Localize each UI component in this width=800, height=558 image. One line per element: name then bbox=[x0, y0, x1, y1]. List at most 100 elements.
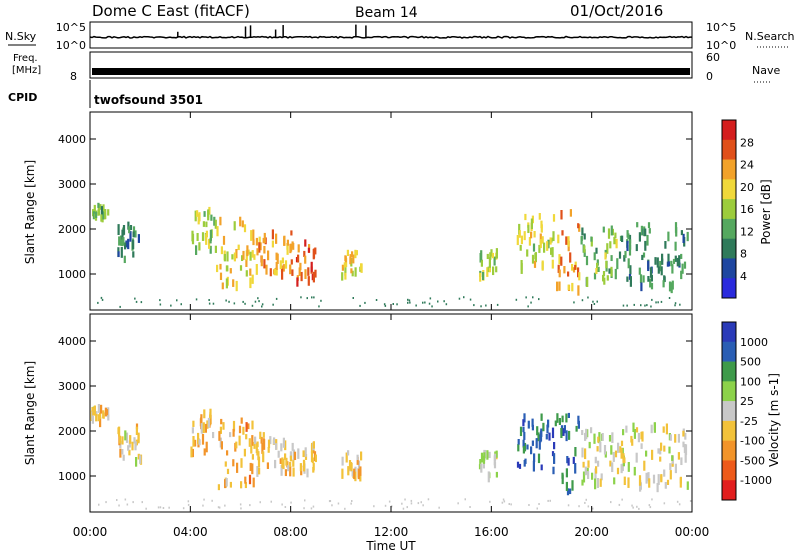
echo-cell bbox=[137, 453, 140, 460]
ground-scatter-cell bbox=[168, 506, 170, 509]
echo-cell bbox=[581, 479, 584, 486]
echo-cell bbox=[97, 414, 100, 422]
y-tick-label: 2000 bbox=[58, 223, 86, 236]
echo-cell bbox=[671, 264, 674, 274]
velocity-y-ticks: 4000 3000 2000 1000 bbox=[58, 335, 692, 483]
colorbar-tick-label: -500 bbox=[740, 454, 765, 467]
ground-scatter-cell bbox=[258, 300, 260, 303]
echo-cell bbox=[480, 250, 483, 261]
ground-scatter-cell bbox=[208, 299, 210, 301]
ground-scatter-cell bbox=[311, 296, 313, 299]
ground-scatter-cell bbox=[581, 299, 584, 302]
echo-cell bbox=[95, 411, 98, 417]
echo-cell bbox=[603, 277, 606, 285]
ground-scatter-cell bbox=[668, 297, 671, 299]
echo-cell bbox=[565, 481, 568, 491]
echo-cell bbox=[633, 429, 636, 439]
echo-cell bbox=[267, 439, 271, 449]
time-axis-label: Time UT bbox=[365, 539, 416, 553]
ground-scatter-cell bbox=[310, 507, 313, 510]
colorbar-segment bbox=[722, 179, 736, 200]
ground-scatter-cell bbox=[649, 506, 652, 509]
ground-scatter-cell bbox=[254, 300, 257, 303]
echo-cell bbox=[353, 468, 356, 480]
echo-cell bbox=[224, 479, 227, 489]
ground-scatter-cell bbox=[211, 499, 213, 502]
echo-cell bbox=[262, 438, 265, 446]
ground-scatter-cell bbox=[320, 299, 322, 302]
ground-scatter-cell bbox=[648, 504, 651, 507]
echo-cell bbox=[637, 432, 640, 443]
echo-cell bbox=[560, 256, 563, 266]
echo-cell bbox=[205, 234, 208, 245]
colorbar-segment bbox=[722, 401, 736, 422]
echo-cell bbox=[275, 233, 278, 244]
echo-cell bbox=[250, 445, 253, 454]
colorbar-frame bbox=[721, 321, 737, 501]
ground-scatter-cell bbox=[530, 301, 532, 304]
echo-cell bbox=[219, 437, 222, 448]
echo-cell bbox=[202, 221, 205, 227]
echo-cell bbox=[594, 478, 597, 490]
echo-cell bbox=[631, 439, 634, 446]
echo-cell bbox=[97, 208, 101, 216]
echo-cell bbox=[344, 256, 347, 263]
echo-cell bbox=[289, 466, 292, 477]
echo-cell bbox=[520, 235, 523, 245]
echo-cell bbox=[269, 436, 272, 445]
ground-scatter-cell bbox=[536, 507, 538, 510]
echo-cell bbox=[314, 269, 317, 278]
echo-cell bbox=[107, 407, 110, 418]
ground-scatter-cell bbox=[118, 504, 120, 507]
echo-cell bbox=[296, 277, 299, 287]
ground-scatter-cell bbox=[644, 304, 646, 307]
echo-cell bbox=[225, 478, 228, 487]
echo-cell bbox=[302, 450, 305, 458]
echo-cell bbox=[534, 252, 537, 260]
echo-cell bbox=[121, 436, 124, 445]
echo-cell bbox=[213, 216, 216, 226]
echo-cell bbox=[647, 472, 650, 482]
freq-trace bbox=[92, 68, 690, 75]
echo-cell bbox=[596, 446, 599, 452]
echo-cell bbox=[538, 213, 541, 220]
ground-scatter-cell bbox=[549, 499, 551, 502]
echo-cell bbox=[194, 210, 197, 222]
echo-cell bbox=[563, 425, 566, 434]
colorbar-segment bbox=[722, 120, 736, 141]
echo-cell bbox=[552, 466, 555, 475]
cpid-label: CPID bbox=[8, 91, 37, 104]
echo-cell bbox=[678, 255, 681, 267]
echo-cell bbox=[232, 279, 235, 287]
ground-scatter-cell bbox=[375, 299, 378, 301]
echo-cell bbox=[558, 254, 561, 265]
echo-cell bbox=[246, 245, 249, 257]
ground-scatter-cell bbox=[420, 501, 422, 504]
colorbar-segment bbox=[722, 218, 736, 239]
echo-cell bbox=[526, 444, 529, 450]
echo-cell bbox=[635, 427, 639, 433]
ground-scatter-cell bbox=[538, 298, 540, 301]
echo-cell bbox=[615, 238, 618, 249]
echo-cell bbox=[198, 242, 201, 251]
echo-cell bbox=[132, 251, 135, 258]
echo-cell bbox=[219, 426, 222, 434]
echo-cell bbox=[620, 448, 623, 459]
echo-cell bbox=[480, 259, 483, 267]
echo-cell bbox=[519, 426, 523, 437]
echo-cell bbox=[216, 264, 219, 273]
y-tick-label: 3000 bbox=[58, 380, 86, 393]
echo-cell bbox=[107, 209, 110, 216]
echo-cell bbox=[605, 260, 608, 269]
ground-scatter-cell bbox=[373, 505, 375, 508]
echo-cell bbox=[523, 413, 526, 423]
echo-cell bbox=[561, 415, 564, 423]
ground-scatter-cell bbox=[187, 503, 190, 506]
echo-cell bbox=[252, 477, 255, 488]
velocity-panel: 4000 3000 2000 1000 Slant Range [km] 1000 50… bbox=[23, 313, 781, 513]
echo-cell bbox=[478, 464, 482, 470]
echo-cell bbox=[540, 464, 543, 471]
echo-cell bbox=[583, 245, 586, 253]
colorbar-tick-label: 4 bbox=[740, 270, 747, 283]
ground-scatter-cell bbox=[331, 504, 333, 507]
